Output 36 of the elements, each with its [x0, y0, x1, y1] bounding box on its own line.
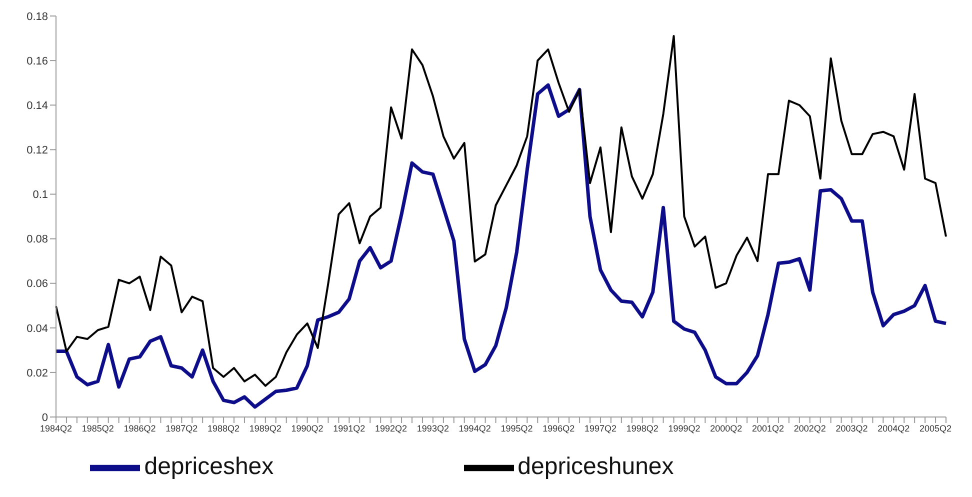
- x-tick-label: 2004Q2: [878, 423, 910, 434]
- line-series: [55, 35, 947, 387]
- y-tick-label: 0.12: [26, 144, 48, 157]
- x-tick-label: 1992Q2: [375, 423, 408, 434]
- x-tick-label: 1990Q2: [291, 423, 324, 434]
- y-tick-label: 0.08: [26, 234, 48, 246]
- x-tick-label: 1987Q2: [166, 423, 198, 434]
- x-tick-label: 2003Q2: [836, 423, 868, 434]
- x-tick-label: 1998Q2: [626, 423, 658, 434]
- x-tick-label: 1996Q2: [542, 423, 575, 434]
- line-series: [54, 83, 948, 409]
- y-tick-label: 0.16: [26, 55, 48, 68]
- y-tick-label: 0.1: [32, 189, 48, 202]
- x-tick-label: 1986Q2: [124, 423, 156, 434]
- x-tick-label: 1991Q2: [333, 423, 366, 434]
- x-tick-label: 1988Q2: [208, 423, 240, 434]
- x-tick-label: 1999Q2: [668, 423, 700, 434]
- x-tick-label: 2005Q2: [920, 423, 952, 434]
- x-tick-label: 1985Q2: [82, 423, 114, 434]
- x-tick-label: 1995Q2: [500, 423, 533, 434]
- y-tick-label: 0.18: [26, 10, 48, 23]
- x-tick-label: 2002Q2: [794, 423, 826, 434]
- y-tick-label: 0: [42, 412, 48, 424]
- y-tick-label: 0.06: [26, 278, 48, 290]
- legend-label: depriceshex: [144, 453, 274, 480]
- x-tick-label: 1997Q2: [584, 423, 616, 434]
- x-tick-label: 2001Q2: [752, 423, 784, 434]
- x-tick-label: 1984Q2: [40, 423, 72, 434]
- y-tick-label: 0.14: [26, 100, 48, 112]
- y-tick-label: 0.04: [26, 322, 48, 335]
- y-tick-label: 0.02: [26, 367, 48, 380]
- x-tick-label: 2000Q2: [710, 423, 742, 434]
- x-tick-label: 1994Q2: [458, 423, 491, 434]
- legend-label: depriceshunex: [518, 453, 674, 480]
- x-tick-label: 1989Q2: [249, 423, 282, 434]
- x-tick-label: 1993Q2: [416, 423, 449, 434]
